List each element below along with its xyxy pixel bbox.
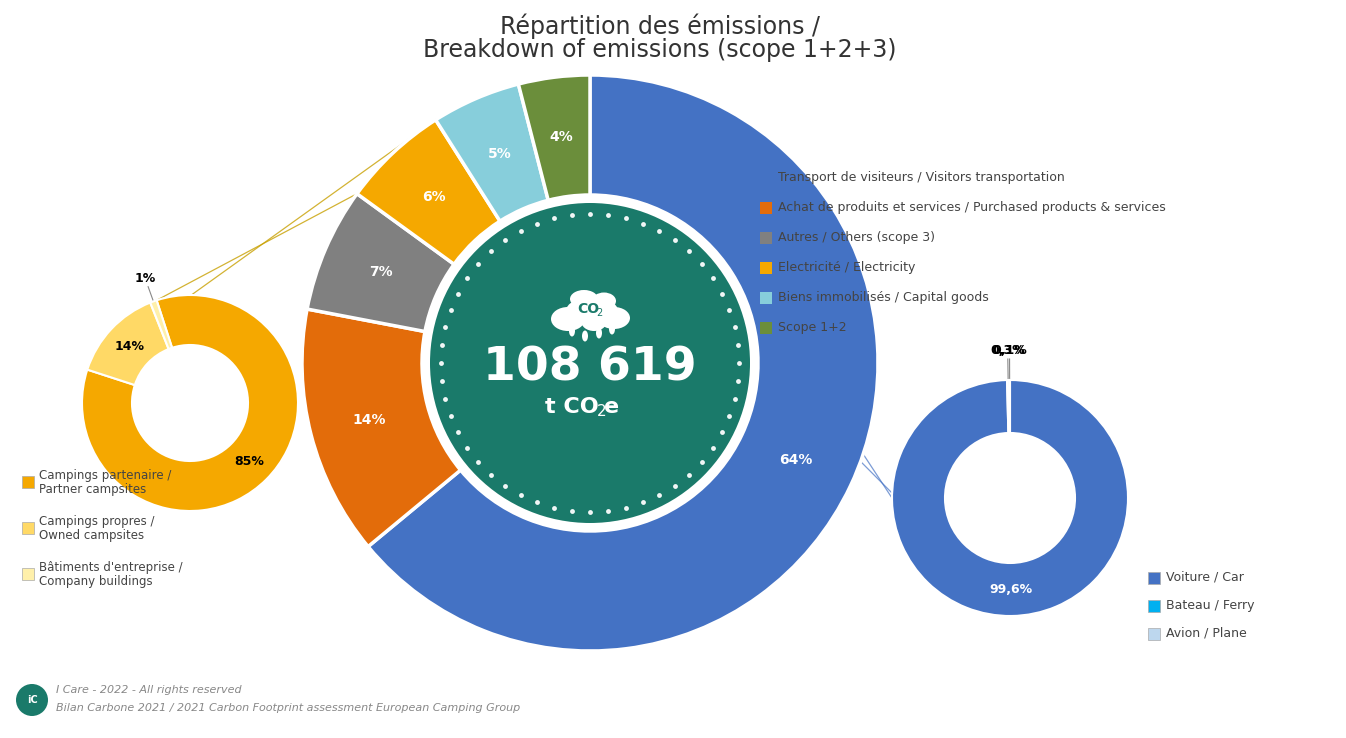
Text: 85%: 85% [234,455,264,468]
Wedge shape [307,193,454,331]
Text: Répartition des émissions /: Répartition des émissions / [499,13,820,39]
Text: iC: iC [27,695,38,705]
Text: 0,1%: 0,1% [992,343,1027,356]
Wedge shape [87,303,168,385]
FancyBboxPatch shape [760,292,773,304]
Ellipse shape [592,292,616,309]
FancyBboxPatch shape [760,172,773,184]
Text: Company buildings: Company buildings [39,574,152,587]
Wedge shape [357,120,499,264]
FancyBboxPatch shape [1148,572,1160,584]
Text: Electricité / Electricity: Electricité / Electricity [778,261,915,274]
Text: 99,6%: 99,6% [989,583,1032,596]
Text: Campings propres /: Campings propres / [39,514,155,528]
Ellipse shape [608,323,615,334]
Text: Avion / Plane: Avion / Plane [1166,627,1246,640]
Text: 1%: 1% [135,272,156,286]
FancyBboxPatch shape [760,322,773,334]
Text: t CO: t CO [545,397,599,417]
Text: 0,3%: 0,3% [991,343,1026,356]
Text: e: e [604,397,619,417]
Text: Breakdown of emissions (scope 1+2+3): Breakdown of emissions (scope 1+2+3) [423,38,896,62]
Ellipse shape [596,328,602,339]
Text: Voiture / Car: Voiture / Car [1166,570,1244,584]
Circle shape [16,684,48,716]
Text: Bâtiments d'entreprise /: Bâtiments d'entreprise / [39,560,183,573]
Text: Biens immobilisés / Capital goods: Biens immobilisés / Capital goods [778,291,989,303]
Text: 2: 2 [598,404,607,419]
Text: Bilan Carbone 2021 / 2021 Carbon Footprint assessment European Camping Group: Bilan Carbone 2021 / 2021 Carbon Footpri… [57,703,521,713]
Text: Campings partenaire /: Campings partenaire / [39,469,171,481]
Ellipse shape [598,307,630,329]
Text: CO: CO [577,302,599,316]
Text: 5%: 5% [487,147,511,161]
Text: 64%: 64% [779,453,813,467]
Text: Achat de produits et services / Purchased products & services: Achat de produits et services / Purchase… [778,201,1166,213]
Wedge shape [518,75,590,200]
Text: 108 619: 108 619 [483,345,697,390]
Wedge shape [436,84,548,221]
Ellipse shape [581,331,588,342]
Text: 14%: 14% [114,339,144,353]
Wedge shape [302,309,460,547]
FancyBboxPatch shape [760,232,773,244]
Ellipse shape [581,311,607,331]
Text: Bateau / Ferry: Bateau / Ferry [1166,599,1254,612]
Text: Transport de visiteurs / Visitors transportation: Transport de visiteurs / Visitors transp… [778,170,1065,184]
Text: 2: 2 [596,308,602,318]
Wedge shape [892,380,1128,616]
FancyBboxPatch shape [760,262,773,274]
Ellipse shape [567,297,618,325]
Text: 6%: 6% [423,190,446,204]
FancyBboxPatch shape [760,202,773,214]
Ellipse shape [551,307,586,331]
Text: I Care - 2022 - All rights reserved: I Care - 2022 - All rights reserved [57,685,242,695]
Wedge shape [367,75,878,651]
Wedge shape [151,300,172,349]
FancyBboxPatch shape [22,522,34,534]
Text: 4%: 4% [549,130,573,144]
FancyBboxPatch shape [1148,600,1160,612]
Text: Owned campsites: Owned campsites [39,528,144,542]
Text: 14%: 14% [353,413,386,427]
FancyBboxPatch shape [1148,628,1160,640]
Text: Partner campsites: Partner campsites [39,483,147,495]
FancyBboxPatch shape [22,568,34,580]
Ellipse shape [569,290,598,308]
Wedge shape [1007,380,1010,433]
Text: Autres / Others (scope 3): Autres / Others (scope 3) [778,230,935,244]
Text: 7%: 7% [369,266,393,280]
Circle shape [429,203,750,523]
FancyBboxPatch shape [22,476,34,488]
Text: Scope 1+2: Scope 1+2 [778,320,847,334]
Wedge shape [82,295,297,511]
Ellipse shape [569,325,575,337]
